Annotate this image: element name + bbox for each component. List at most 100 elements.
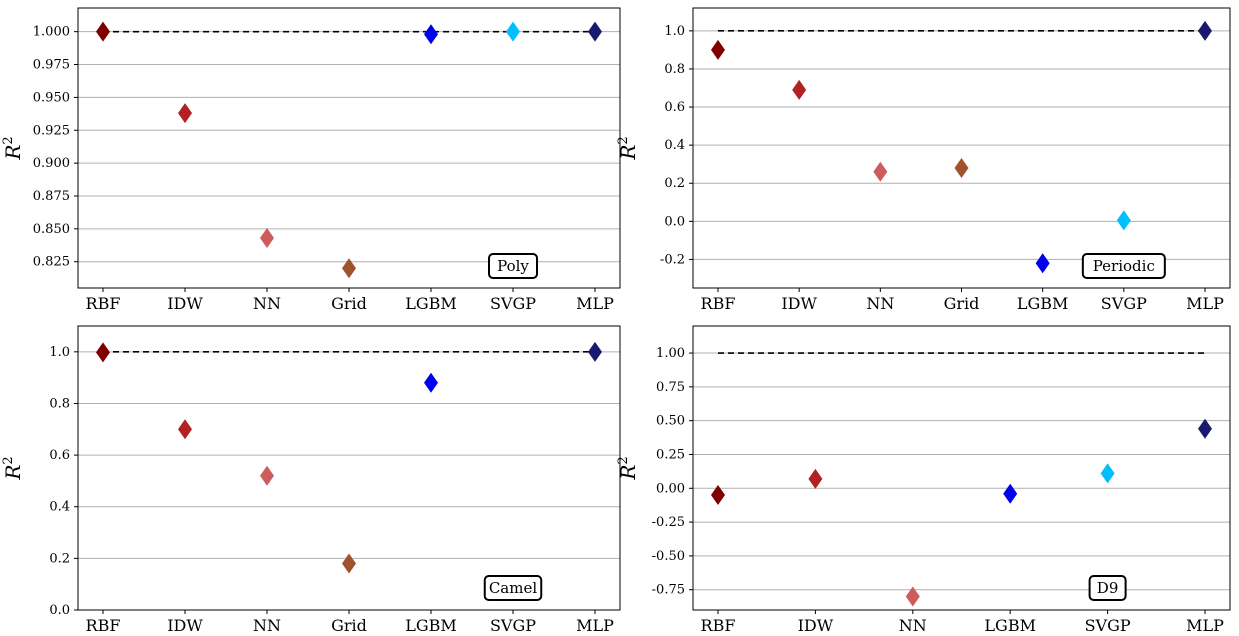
data-point-grid (342, 553, 356, 574)
x-tick-label: Grid (331, 294, 367, 313)
data-point-svgp (1100, 463, 1115, 484)
x-tick-label: SVGP (490, 616, 536, 635)
x-tick-label: MLP (1186, 616, 1224, 635)
x-tick-label: LGBM (405, 294, 457, 313)
dataset-badge (1081, 253, 1166, 279)
y-axis-label: R2 (616, 136, 640, 160)
y-tick-label: 0.0 (664, 214, 685, 229)
y-tick-label: -0.25 (652, 515, 685, 530)
dataset-badge (483, 575, 543, 601)
chart-panel-1: -0.2 0.0 0.2 0.4 0.6 0.8 1.0 RBF IDW NN Grid LGBM SV… (616, 7, 1231, 313)
y-tick-label: 0.25 (656, 447, 685, 462)
x-tick-label: NN (866, 294, 894, 313)
y-tick-label: 0.75 (656, 380, 685, 395)
x-tick-label: Grid (331, 616, 367, 635)
chart-panel-3: -0.75 -0.50 -0.25 0.00 0.25 0.50 0.75 1.00 RBF ID… (616, 325, 1231, 635)
y-tick-label: 1.000 (33, 25, 70, 40)
x-tick-label: IDW (167, 616, 203, 635)
y-tick-label: 0.925 (33, 123, 70, 138)
y-tick-label: 0.50 (656, 414, 685, 429)
x-tick-label: IDW (167, 294, 203, 313)
data-point-grid (342, 258, 356, 279)
y-axis-label: R2 (1, 136, 25, 160)
data-point-nn (260, 228, 274, 249)
y-tick-label: 0.900 (33, 156, 70, 171)
x-tick-label: MLP (576, 294, 614, 313)
x-tick-label: SVGP (490, 294, 536, 313)
x-tick-label: NN (253, 616, 281, 635)
data-point-lgbm (424, 372, 438, 393)
data-point-svgp (506, 21, 520, 42)
y-tick-label: 1.0 (49, 345, 70, 360)
data-point-idw (808, 468, 823, 489)
data-point-idw (792, 79, 807, 100)
data-point-lgbm (1003, 483, 1018, 504)
y-tick-label: 0.4 (664, 138, 685, 153)
dataset-badge (488, 253, 538, 279)
x-tick-label: IDW (781, 294, 817, 313)
y-tick-label: 0.850 (33, 222, 70, 237)
x-tick-label: NN (899, 616, 927, 635)
chart-panel-2: 0.0 0.2 0.4 0.6 0.8 1.0 RBF IDW NN Grid LGBM SVGP ML… (1, 325, 621, 635)
data-point-mlp (1198, 20, 1212, 41)
y-tick-label: 1.00 (656, 346, 685, 361)
data-point-svgp (1116, 210, 1131, 231)
chart-panel-0: 0.825 0.850 0.875 0.900 0.925 0.950 0.975 1.000… (1, 7, 621, 313)
x-tick-label: SVGP (1101, 294, 1147, 313)
dataset-badge-label: Periodic (1093, 257, 1155, 275)
y-tick-label: -0.2 (660, 252, 685, 267)
y-axis-label: R2 (616, 456, 640, 480)
data-point-lgbm (1035, 253, 1050, 274)
x-tick-label: LGBM (1017, 294, 1069, 313)
data-point-mlp (588, 21, 602, 42)
y-axis-label: R2 (1, 456, 25, 480)
y-tick-label: 0.6 (49, 448, 70, 463)
y-tick-label: 0.4 (49, 500, 70, 515)
y-tick-label: 0.950 (33, 90, 70, 105)
x-tick-label: Grid (944, 294, 980, 313)
y-tick-label: 0.6 (664, 100, 685, 115)
data-point-idw (178, 419, 192, 440)
data-point-mlp (588, 341, 602, 362)
y-tick-label: 0.0 (49, 603, 70, 618)
axes-frame (77, 7, 621, 289)
y-tick-label: 0.875 (33, 189, 70, 204)
data-point-rbf (96, 21, 110, 42)
x-tick-label: RBF (86, 616, 121, 635)
x-tick-label: LGBM (984, 616, 1036, 635)
x-tick-label: MLP (576, 616, 614, 635)
y-tick-label: 0.00 (656, 481, 685, 496)
dataset-badge-label: Poly (497, 257, 529, 275)
data-point-lgbm (424, 24, 438, 45)
data-point-nn (260, 465, 274, 486)
y-tick-label: -0.50 (652, 549, 685, 564)
data-point-nn (905, 586, 920, 607)
axes-frame (77, 325, 621, 611)
x-tick-label: RBF (701, 616, 736, 635)
data-point-rbf (711, 485, 725, 506)
data-point-rbf (711, 39, 725, 60)
x-tick-label: IDW (798, 616, 834, 635)
dataset-badge-label: Camel (489, 579, 538, 597)
y-tick-label: 0.975 (33, 58, 70, 73)
y-tick-label: 0.2 (49, 551, 70, 566)
data-point-rbf (96, 342, 110, 363)
y-tick-label: 0.2 (664, 176, 685, 191)
data-point-mlp (1198, 418, 1212, 439)
data-point-grid (954, 158, 969, 178)
x-tick-label: LGBM (405, 616, 457, 635)
y-tick-label: 0.825 (33, 255, 70, 270)
x-tick-label: SVGP (1085, 616, 1131, 635)
dataset-badge-label: D9 (1097, 579, 1119, 597)
y-tick-label: 1.0 (664, 24, 685, 39)
data-point-nn (873, 161, 888, 182)
x-tick-label: RBF (701, 294, 736, 313)
data-point-idw (178, 103, 192, 124)
x-tick-label: NN (253, 294, 281, 313)
y-tick-label: -0.75 (652, 583, 685, 598)
y-tick-label: 0.8 (49, 396, 70, 411)
x-tick-label: RBF (86, 294, 121, 313)
y-tick-label: 0.8 (664, 62, 685, 77)
x-tick-label: MLP (1186, 294, 1224, 313)
